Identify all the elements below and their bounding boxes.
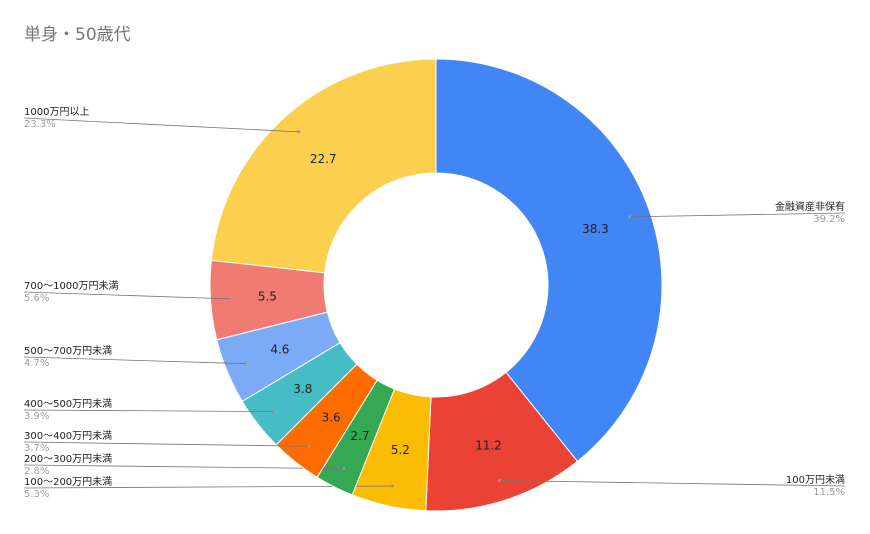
slice-value-label: 38.3 xyxy=(582,222,609,236)
slice-percent-label: 5.6% xyxy=(24,293,49,304)
slice-0 xyxy=(435,58,663,463)
slice-percent-label: 4.7% xyxy=(24,358,49,369)
leader-line xyxy=(23,117,299,133)
leader-line xyxy=(23,291,231,300)
leader-line xyxy=(499,480,846,487)
slice-value-label: 11.2 xyxy=(475,439,502,453)
chart-title: 単身・50歳代 xyxy=(24,25,131,45)
slice-name-label: 1000万円以上 xyxy=(24,106,89,118)
slice-value-label: 22.7 xyxy=(310,152,337,166)
slice-8 xyxy=(210,58,437,274)
slice-name-label: 500～700万円未満 xyxy=(24,345,112,357)
leader-line xyxy=(23,409,274,412)
leader-line xyxy=(23,464,344,470)
slice-percent-label: 3.7% xyxy=(24,443,49,454)
leader-line xyxy=(23,485,393,489)
slice-name-label: 400～500万円未満 xyxy=(24,398,112,410)
slice-percent-label: 2.8% xyxy=(24,466,49,477)
slice-percent-label: 23.3% xyxy=(24,119,56,130)
slice-value-label: 4.6 xyxy=(270,343,289,357)
slice-name-label: 700～1000万円未満 xyxy=(24,280,119,292)
slice-value-label: 5.2 xyxy=(391,443,410,457)
slice-percent-label: 11.5% xyxy=(813,487,845,498)
slice-name-label: 金融資産非保有 xyxy=(775,200,845,213)
slice-percent-label: 5.3% xyxy=(24,489,49,500)
slice-value-label: 3.6 xyxy=(322,411,341,425)
leader-line xyxy=(630,212,846,218)
slice-value-label: 2.7 xyxy=(350,429,369,443)
leader-line xyxy=(23,441,309,447)
slice-name-label: 100万円未満 xyxy=(786,474,845,486)
slice-value-label: 3.8 xyxy=(293,382,312,396)
slice-value-label: 5.5 xyxy=(258,289,277,303)
slice-name-label: 200～300万円未満 xyxy=(24,453,112,465)
slice-name-label: 100～200万円未満 xyxy=(24,476,112,488)
slice-name-label: 300～400万円未満 xyxy=(24,430,112,442)
slice-percent-label: 3.9% xyxy=(24,411,49,422)
leader-line xyxy=(23,356,247,365)
slice-percent-label: 39.2% xyxy=(813,214,845,225)
